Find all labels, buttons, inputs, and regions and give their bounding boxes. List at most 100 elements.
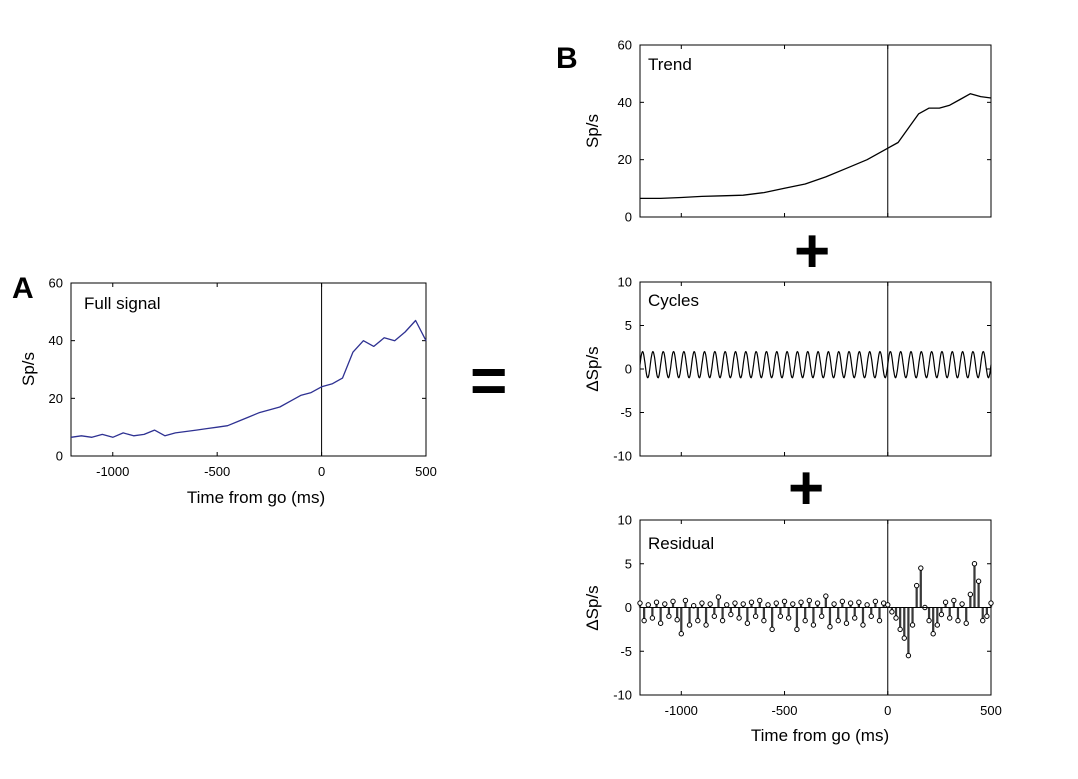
residual-title: Residual bbox=[648, 534, 714, 553]
residual-point bbox=[938, 611, 945, 618]
residual-bar bbox=[899, 607, 902, 630]
residual-ticks: -1000 -500 0 500 -10 -5 0 5 10 bbox=[613, 513, 1002, 719]
residual-point bbox=[641, 617, 647, 624]
residual-point bbox=[963, 620, 969, 626]
residual-point bbox=[719, 617, 726, 624]
residual-point bbox=[711, 613, 718, 619]
trend-y-tick-label: 20 bbox=[618, 152, 632, 167]
residual-bar bbox=[841, 601, 844, 608]
residual-point bbox=[732, 600, 738, 606]
residual-bar bbox=[779, 607, 782, 617]
residual-bar bbox=[737, 607, 741, 618]
residual-point bbox=[889, 609, 895, 615]
cycles-series-line bbox=[639, 350, 992, 379]
residual-bar bbox=[824, 596, 827, 608]
residual-point bbox=[856, 599, 862, 605]
residual-point bbox=[905, 652, 912, 659]
residual-bar bbox=[932, 607, 935, 634]
residual-point bbox=[761, 617, 767, 624]
residual-bar bbox=[804, 607, 807, 621]
residual-panel: Residual Time from go (ms) ΔSp/s -1000 -5… bbox=[583, 513, 1002, 746]
residual-bar bbox=[894, 607, 898, 618]
residual-point bbox=[649, 615, 656, 621]
full-y-tick-label: 40 bbox=[49, 333, 63, 348]
residual-point bbox=[699, 600, 705, 606]
residual-point bbox=[790, 601, 796, 607]
residual-bar bbox=[704, 607, 708, 625]
residual-point bbox=[744, 620, 751, 626]
full-signal-ticks: -1000 -500 0 500 0 20 40 60 bbox=[49, 276, 437, 480]
residual-point bbox=[794, 626, 800, 633]
residual-bar bbox=[981, 607, 984, 621]
residual-point bbox=[703, 622, 709, 628]
full-series-line bbox=[70, 319, 427, 438]
residual-point bbox=[934, 622, 941, 628]
residual-bar bbox=[837, 607, 840, 621]
residual-point bbox=[666, 613, 672, 619]
trend-marks bbox=[640, 45, 992, 217]
residual-point bbox=[810, 622, 817, 628]
residual-point bbox=[864, 602, 870, 608]
residual-point bbox=[980, 617, 986, 624]
residual-point bbox=[971, 561, 978, 567]
cycles-y-tick-label: -10 bbox=[613, 449, 632, 464]
residual-bar bbox=[729, 607, 732, 615]
residual-bar bbox=[787, 607, 790, 618]
residual-point bbox=[653, 599, 660, 605]
residual-bar bbox=[795, 607, 799, 630]
residual-bar bbox=[973, 563, 976, 608]
residual-bar bbox=[684, 600, 687, 608]
full-signal-plot-frame bbox=[70, 282, 427, 457]
residual-bar bbox=[927, 607, 931, 621]
residual-point bbox=[847, 600, 854, 606]
residual-bar bbox=[651, 607, 654, 618]
full-signal-title: Full signal bbox=[84, 294, 161, 313]
trend-title: Trend bbox=[648, 55, 692, 74]
residual-bar bbox=[783, 601, 786, 608]
residual-point bbox=[715, 594, 722, 600]
residual-bar bbox=[874, 601, 877, 608]
equals-sign: = bbox=[470, 344, 507, 416]
residual-point bbox=[839, 598, 846, 605]
residual-point bbox=[918, 565, 924, 571]
residual-bar bbox=[688, 607, 691, 625]
full-x-tick-label: -1000 bbox=[96, 464, 129, 479]
residual-point bbox=[947, 615, 953, 621]
residual-bar bbox=[907, 607, 910, 656]
residual-point bbox=[876, 617, 883, 624]
residual-point bbox=[823, 593, 829, 599]
cycles-title: Cycles bbox=[648, 291, 699, 310]
residual-point bbox=[728, 611, 734, 618]
residual-bar bbox=[853, 607, 856, 618]
residual-bar bbox=[717, 597, 720, 608]
residual-y-tick-label: -5 bbox=[620, 644, 632, 659]
residual-bar bbox=[659, 607, 662, 624]
residual-x-tick-label: -1000 bbox=[665, 703, 698, 718]
panel-letter-a: A bbox=[12, 272, 34, 305]
trend-series-line bbox=[640, 93, 992, 200]
residual-point bbox=[773, 600, 779, 606]
residual-point bbox=[748, 599, 755, 605]
cycles-ticks: -10 -5 0 5 10 bbox=[613, 275, 992, 464]
residual-point bbox=[909, 622, 916, 628]
residual-bar bbox=[754, 607, 757, 617]
residual-y-axis-label: ΔSp/s bbox=[583, 585, 602, 630]
residual-bar bbox=[671, 601, 675, 608]
full-signal-y-axis-label: Sp/s bbox=[19, 352, 38, 386]
full-signal-x-axis-label: Time from go (ms) bbox=[187, 488, 325, 507]
residual-point bbox=[897, 626, 903, 633]
residual-point bbox=[798, 599, 804, 605]
residual-point bbox=[637, 600, 643, 606]
residual-point bbox=[975, 578, 982, 584]
residual-bar bbox=[808, 600, 811, 608]
residual-point bbox=[752, 613, 759, 619]
plus-sign-upper: + bbox=[794, 217, 830, 286]
residual-point bbox=[724, 602, 730, 608]
residual-point bbox=[645, 602, 651, 608]
trend-panel: Trend Sp/s 0 20 40 60 bbox=[583, 38, 992, 225]
panel-letter-b: B bbox=[556, 42, 578, 75]
trend-ticks: 0 20 40 60 bbox=[618, 38, 992, 225]
residual-x-tick-label: 500 bbox=[980, 703, 1002, 718]
residual-point bbox=[827, 624, 833, 630]
residual-point bbox=[777, 613, 784, 619]
